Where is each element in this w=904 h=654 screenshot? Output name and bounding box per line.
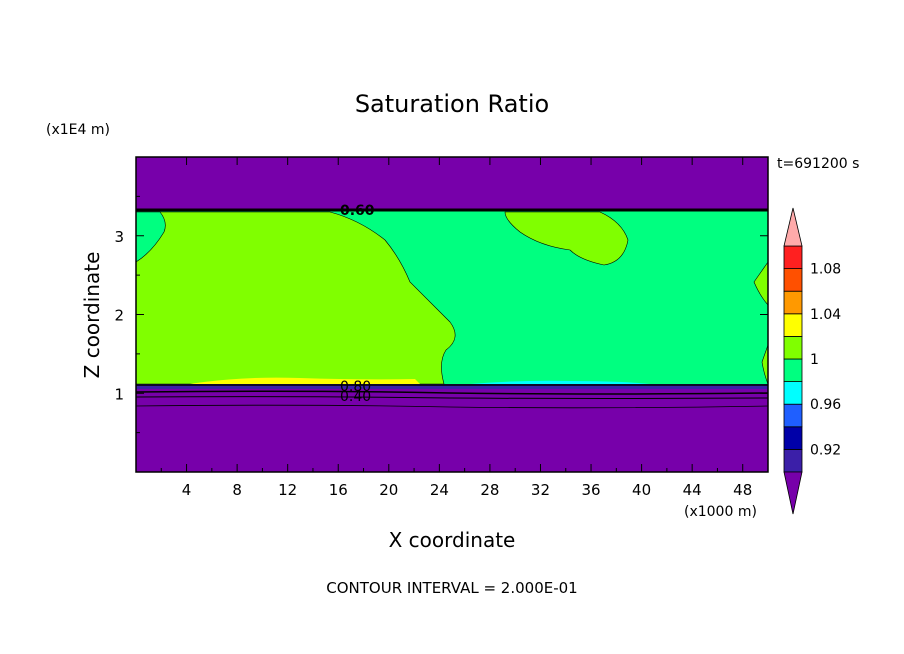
contour-label-mid: 0.80: [340, 379, 371, 395]
green-region-upper: [504, 211, 629, 266]
green-region-left: [136, 211, 456, 385]
x-axis-label: X coordinate: [389, 528, 516, 552]
y-axis-label: Z coordinate: [80, 252, 104, 379]
y-tick-label: 3: [114, 228, 124, 246]
y-tick-label: 1: [114, 385, 124, 403]
dry-layer-top: [136, 157, 768, 210]
x-tick-label: 40: [632, 481, 651, 499]
colorbar-swatch: [783, 358, 803, 383]
colorbar: 0.92 0.96 1 1.04 1.08: [783, 207, 841, 515]
x-tick-label: 32: [531, 481, 550, 499]
contour-label-top: 0.60: [340, 203, 375, 219]
colorbar-swatch: [783, 403, 803, 428]
x-tick-label: 12: [278, 481, 297, 499]
colorbar-swatch: [783, 335, 803, 360]
chart-title: Saturation Ratio: [355, 90, 549, 118]
x-tick-label: 4: [182, 481, 192, 499]
contour-bottom-4: [136, 404, 768, 409]
x-tick-label: 36: [581, 481, 600, 499]
x-axis-ticks: 4 8 12 16 20 24 28 32 36 40 44 48: [160, 157, 752, 499]
x-tick-label: 20: [379, 481, 398, 499]
dry-layer-bottom: [136, 384, 768, 472]
colorbar-swatch: [783, 426, 803, 450]
colorbar-swatch: [783, 245, 803, 270]
yellow-band: [190, 377, 420, 384]
y-unit-label: (x1E4 m): [46, 122, 110, 138]
colorbar-label: 1.08: [810, 262, 841, 278]
cyan-band: [470, 380, 650, 384]
colorbar-swatch: [783, 313, 803, 337]
teal-notch-left: [136, 211, 166, 263]
x-tick-label: 28: [480, 481, 499, 499]
x-tick-label: 16: [329, 481, 348, 499]
colorbar-over-arrow: [783, 207, 803, 247]
x-tick-label: 48: [733, 481, 752, 499]
x-unit-label: (x1000 m): [684, 504, 757, 520]
violet-band: [136, 384, 768, 389]
contour-field: [136, 157, 768, 472]
x-tick-label: 8: [232, 481, 242, 499]
colorbar-label: 1: [810, 352, 819, 368]
colorbar-swatch: [783, 290, 803, 315]
contour-bottom-2: [136, 390, 768, 395]
colorbar-label: 0.96: [810, 397, 841, 413]
y-tick-label: 2: [114, 307, 124, 325]
colorbar-label: 1.04: [810, 307, 841, 323]
colorbar-under-arrow: [783, 471, 803, 515]
x-tick-label: 44: [683, 481, 702, 499]
contour-interval-footer: CONTOUR INTERVAL = 2.000E-01: [326, 579, 577, 597]
colorbar-swatch: [783, 268, 803, 292]
time-label: t=691200 s: [777, 156, 859, 172]
colorbar-swatch: [783, 448, 803, 473]
contour-bottom-3: [136, 396, 768, 399]
contour-label-low: 0.40: [340, 389, 371, 405]
y-axis-ticks: 1 2 3: [114, 195, 768, 434]
colorbar-swatch: [783, 381, 803, 405]
colorbar-label: 0.92: [810, 442, 841, 458]
x-tick-label: 24: [430, 481, 449, 499]
